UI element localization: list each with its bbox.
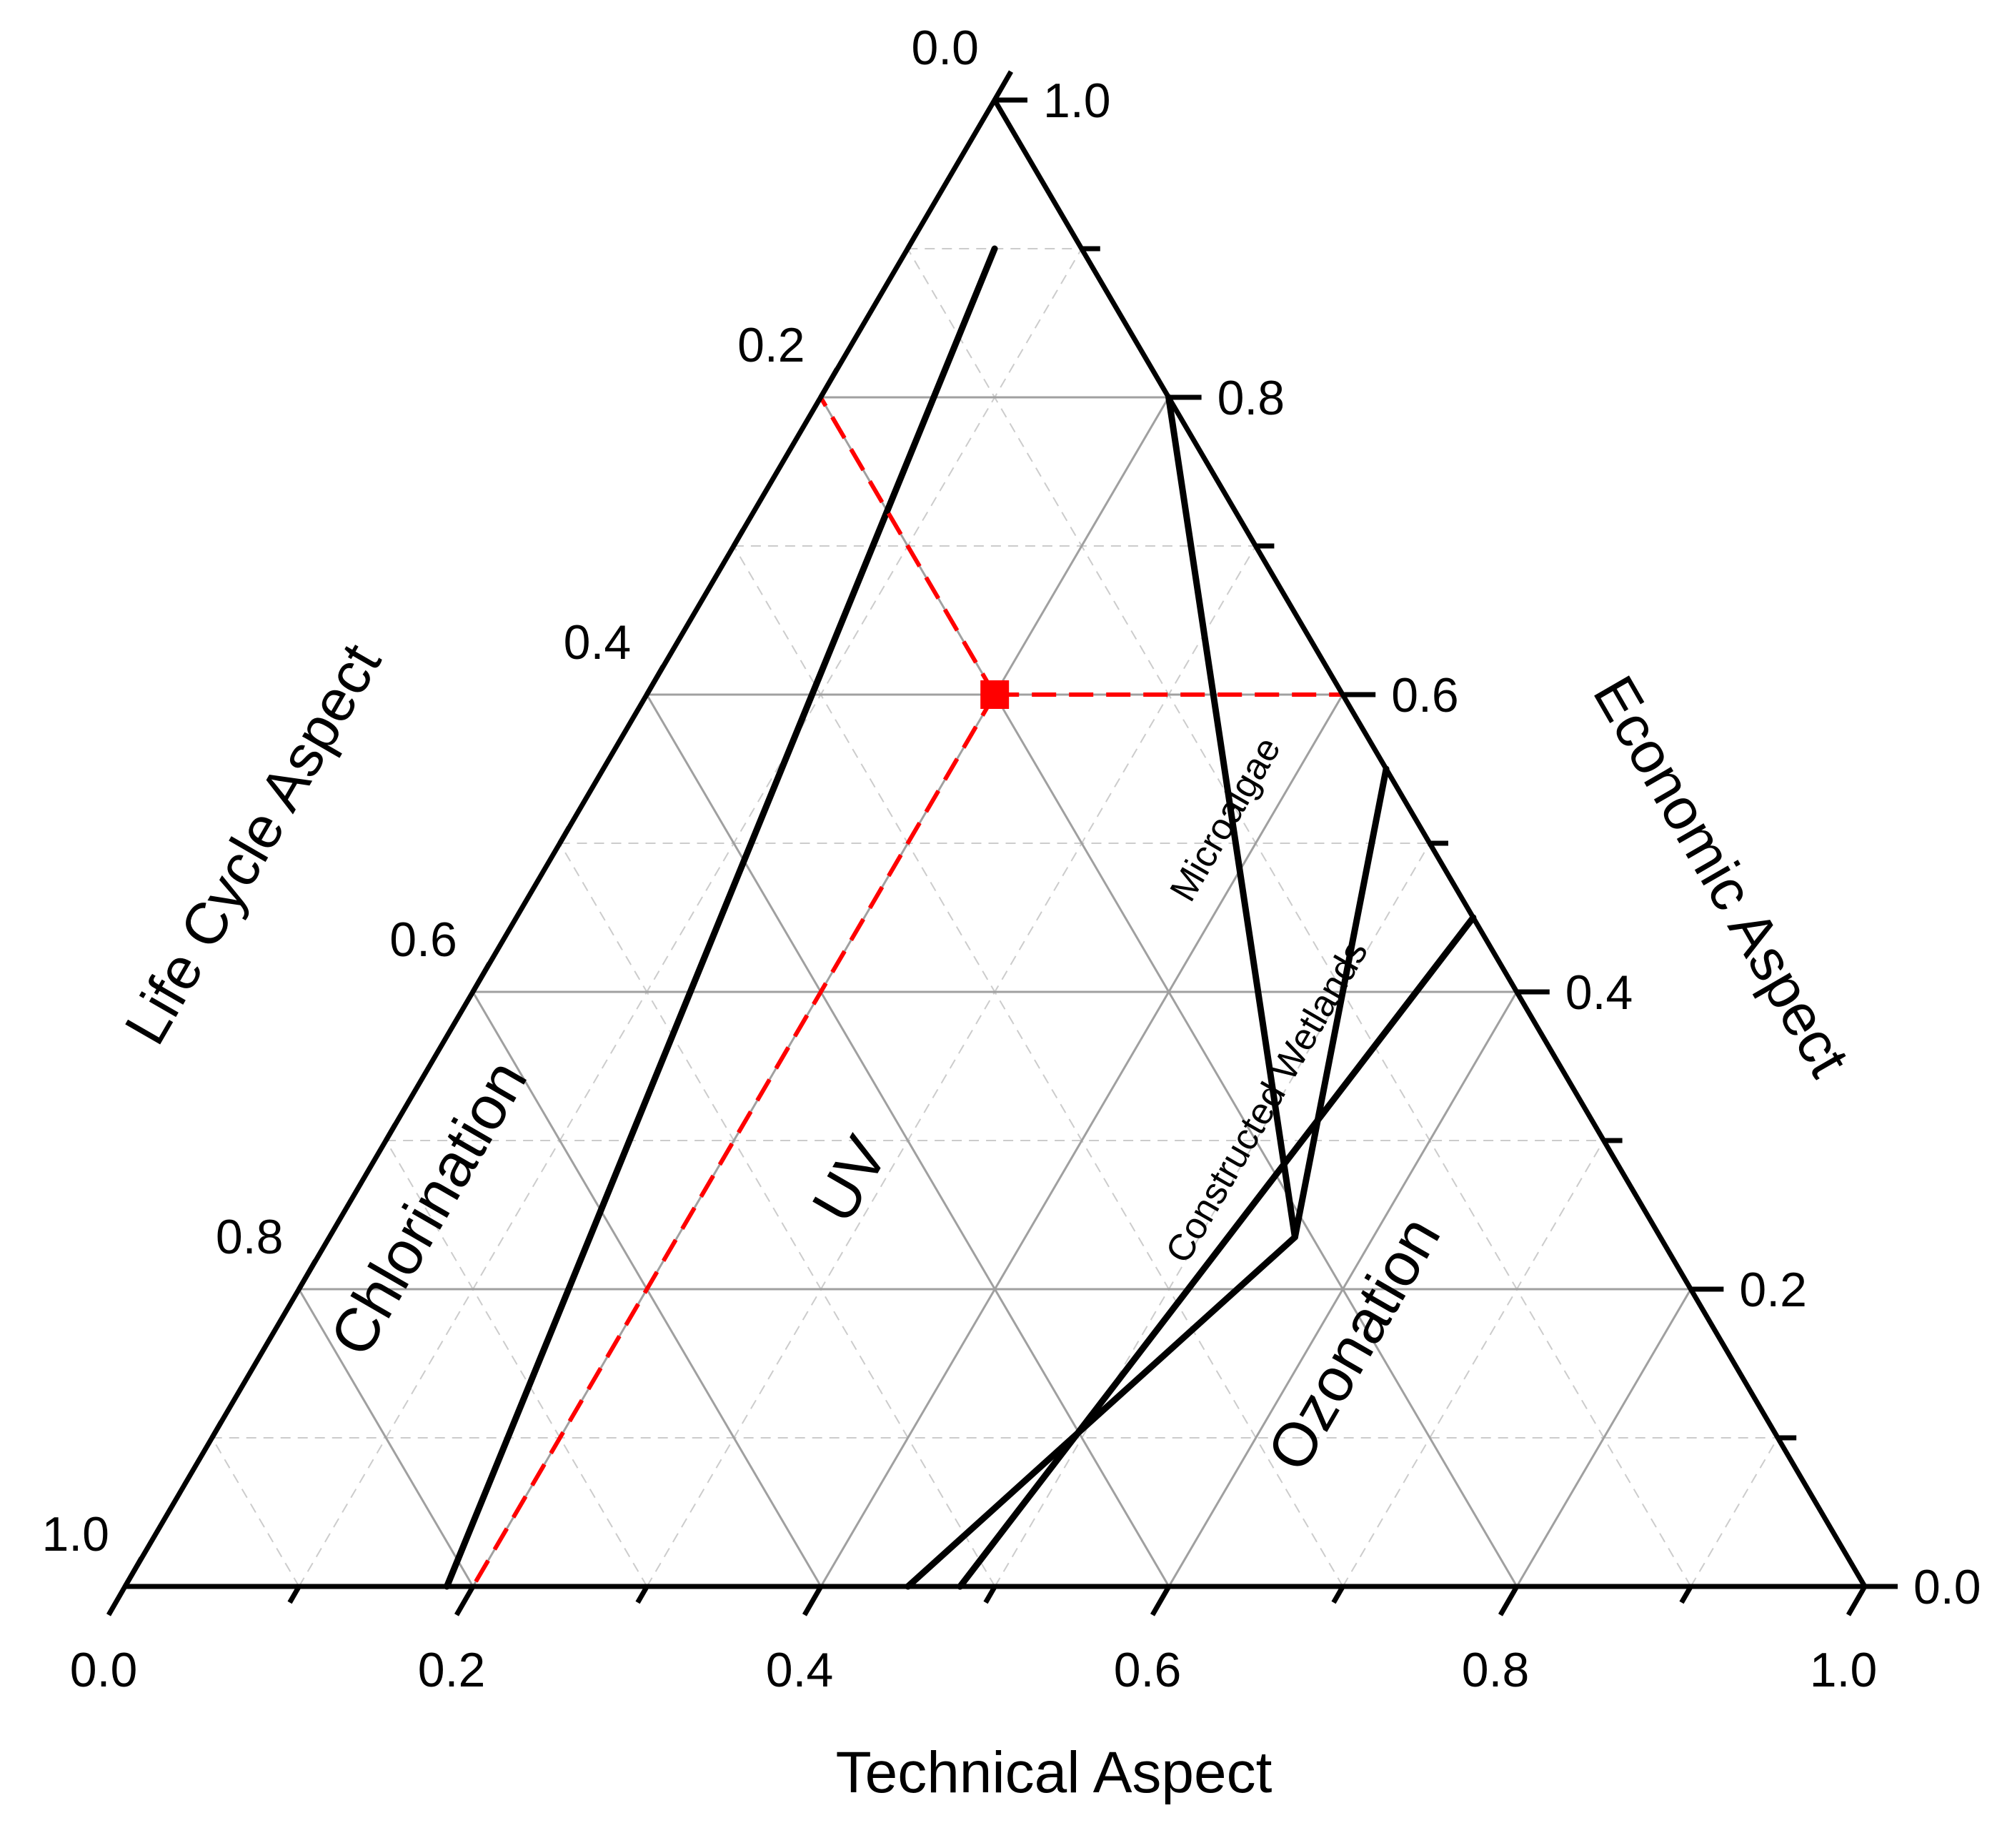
bottom-axis-tick-label: 0.6 [1114, 1643, 1182, 1697]
minor-gridlines [211, 248, 1779, 1587]
minor-gridline [298, 248, 1082, 1587]
minor-gridline [733, 545, 1344, 1587]
major-gridline [820, 694, 1344, 1587]
right-axis-tick-label: 0.0 [1913, 1560, 1981, 1614]
bottom-axis-tick [802, 1585, 824, 1616]
bottom-axis-tick-label: 0.8 [1462, 1643, 1530, 1697]
major-gridlines [298, 396, 1692, 1587]
minor-gridline [907, 248, 1692, 1587]
major-gridline [645, 694, 1170, 1587]
bottom-axis-tick [1331, 1585, 1345, 1604]
boundary-line [957, 914, 1477, 1590]
bottom-axis-tick [983, 1585, 997, 1604]
major-gridline [1167, 991, 1518, 1587]
bottom-axis-tick [287, 1585, 302, 1604]
bottom-axis-tick [1150, 1585, 1172, 1616]
bottom-axis-title: Technical Aspect [836, 1740, 1273, 1805]
selected-point-guides [471, 396, 1343, 1588]
right-axis-tick-label: 0.2 [1739, 1263, 1807, 1317]
left-axis-tick-label: 1.0 [41, 1507, 109, 1561]
minor-gridline [1342, 1140, 1605, 1587]
minor-gridline [385, 1140, 648, 1587]
right-axis-tick-label: 0.6 [1391, 668, 1459, 722]
boundary-line [1165, 394, 1298, 1241]
major-gridline [1515, 1288, 1692, 1587]
left-axis-tick [122, 1556, 144, 1588]
boundary-line [905, 1233, 1298, 1590]
bottom-axis-tick [1498, 1585, 1520, 1616]
right-axis-tick-label: 1.0 [1043, 74, 1111, 128]
left-axis-tick-label: 0.6 [389, 913, 457, 967]
bottom-axis-tick-label: 0.2 [418, 1643, 486, 1697]
left-axis-tick [470, 962, 492, 993]
bottom-axis-tick [1679, 1585, 1693, 1604]
region-label-uv: UV [799, 1126, 901, 1233]
left-axis-tick [557, 825, 572, 845]
left-axis-tick [297, 1259, 318, 1291]
bottom-axis-tick-label: 0.0 [70, 1643, 138, 1697]
left-axis-tick-label: 0.0 [911, 21, 979, 75]
left-axis-tick [818, 367, 840, 399]
axis-ticks [106, 70, 1898, 1616]
right-axis-title: Economic Aspect [1580, 665, 1861, 1087]
left-axis-tick [384, 1123, 398, 1142]
left-axis-tick [209, 1420, 224, 1439]
boundary-line [1291, 765, 1390, 1241]
minor-gridline [994, 843, 1430, 1587]
region-boundaries [443, 245, 1477, 1590]
left-axis-tick [731, 528, 745, 547]
boundary-line [443, 245, 998, 1590]
guide-line-technical [471, 693, 997, 1588]
right-axis-tick-label: 0.4 [1565, 965, 1633, 1020]
minor-gridline [211, 1437, 300, 1587]
axis-tick-labels: 0.0 0.2 0.4 0.6 0.8 1.0 0.0 0.2 0.4 0.6 0.8 1.0 0.0 0… [41, 21, 1981, 1697]
left-axis-tick [905, 231, 920, 250]
guide-line-life-cycle [819, 396, 997, 696]
left-axis-tick-label: 0.8 [216, 1210, 284, 1264]
bottom-axis-tick [106, 1585, 128, 1616]
left-axis-tick [644, 665, 666, 696]
left-axis-tick [992, 70, 1014, 101]
bottom-axis-tick-label: 0.4 [766, 1643, 834, 1697]
right-axis-tick-label: 0.8 [1217, 371, 1285, 425]
minor-gridline [559, 843, 996, 1587]
minor-gridline [1690, 1437, 1779, 1587]
bottom-axis-tick [1846, 1585, 1868, 1616]
left-axis-tick-label: 0.4 [564, 615, 632, 670]
bottom-axis-tick-label: 1.0 [1810, 1643, 1878, 1697]
left-axis-tick-label: 0.2 [737, 318, 805, 372]
minor-gridline [646, 545, 1257, 1587]
bottom-axis-tick [635, 1585, 649, 1604]
region-label-chlorination: Chlorination [317, 1049, 541, 1367]
region-label-constructed-wetlands: Constructed Wetlands [1158, 933, 1377, 1270]
bottom-axis-tick [454, 1585, 476, 1616]
left-axis-title: Life Cycle Aspect [113, 633, 394, 1055]
selected-point-marker [980, 680, 1010, 709]
major-gridline [298, 1288, 474, 1587]
